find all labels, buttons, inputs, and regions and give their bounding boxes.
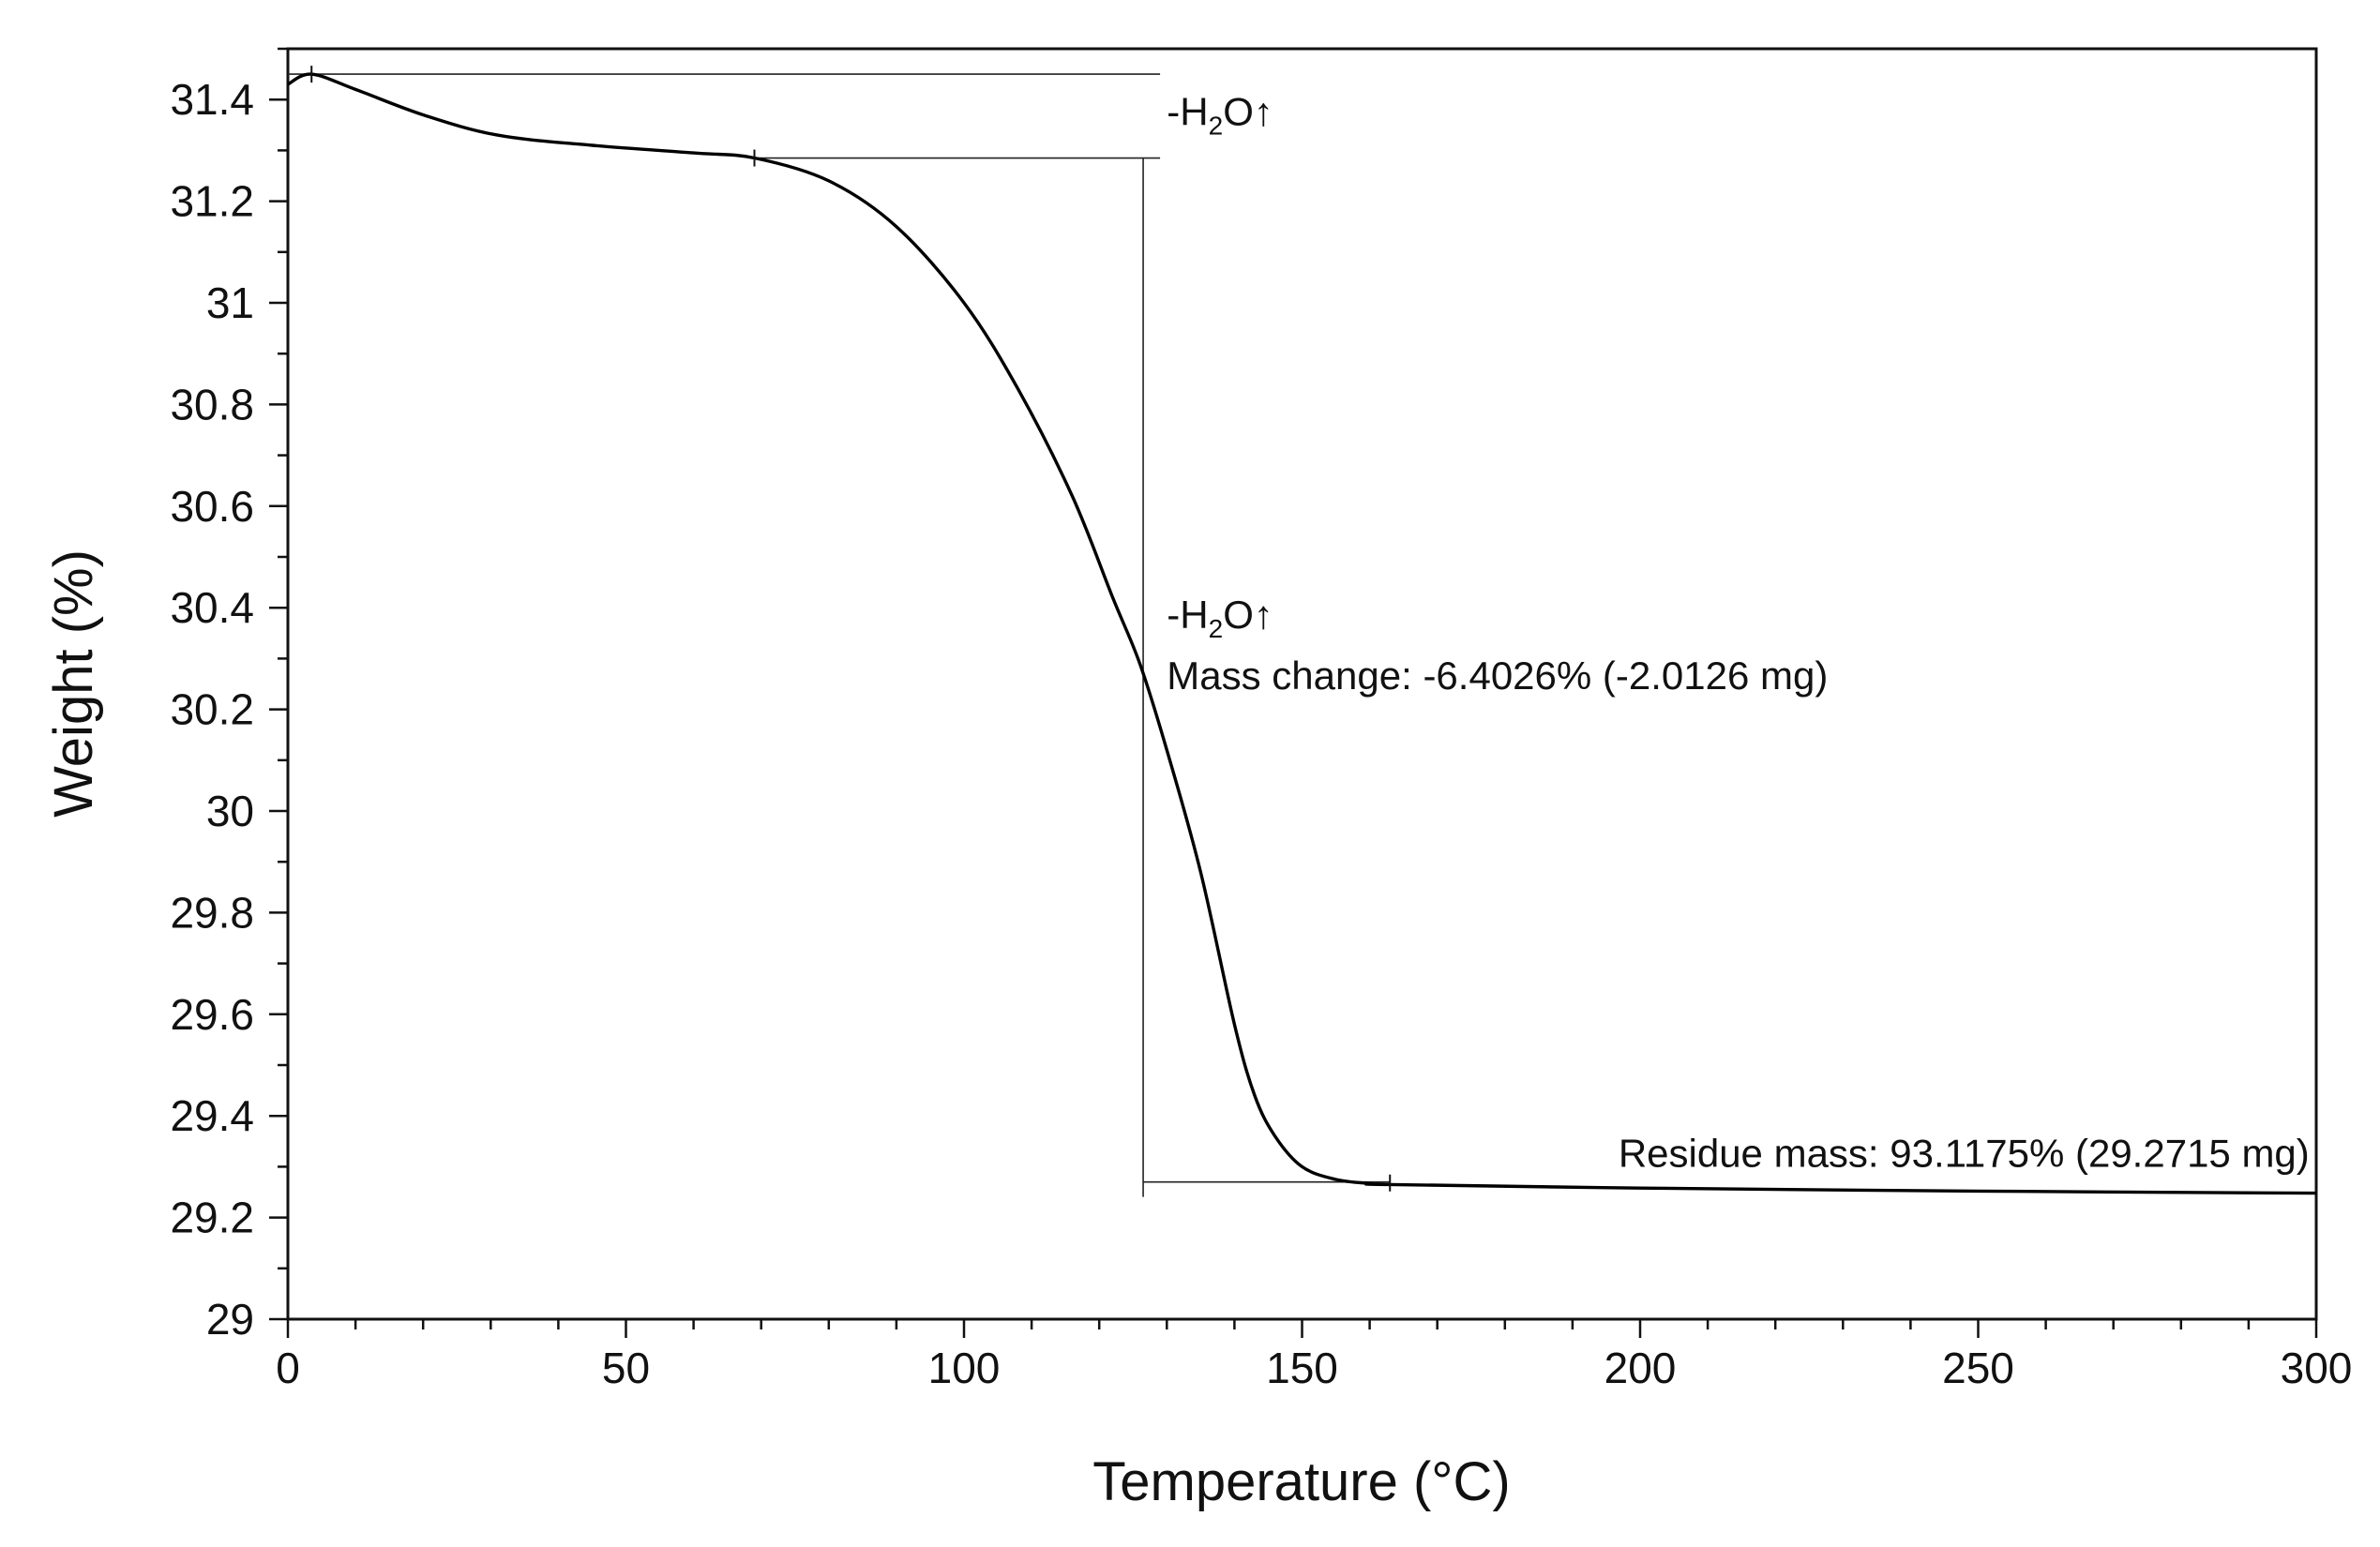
x-tick-label: 300: [2281, 1344, 2353, 1392]
y-tick-label: 31.4: [170, 75, 254, 124]
annotation-h2o-loss-2-suffix: O↑: [1223, 593, 1273, 637]
y-axis-ticks: [269, 47, 288, 1321]
y-tick-label: 30.4: [170, 583, 254, 632]
annotation-h2o-loss-2: -H2O↑: [1167, 593, 1273, 643]
y-tick-label: 29.8: [170, 888, 254, 937]
x-tick-label: 250: [1942, 1344, 2014, 1392]
y-tick-label: 31: [206, 278, 254, 327]
annotation-h2o-loss-1-subscript: 2: [1209, 111, 1224, 140]
y-tick-label: 30.8: [170, 380, 254, 428]
annotation-h2o-loss-1-prefix: -H: [1167, 89, 1208, 133]
y-axis-tick-labels: 29 29.2 29.4 29.6 29.8 30 30.2 30.4 30.6 30.8 31 31…: [170, 75, 254, 1344]
y-tick-label: 30.6: [170, 482, 254, 531]
annotation-mass-change: Mass change: -6.4026% (-2.0126 mg): [1167, 653, 1828, 698]
x-tick-label: 200: [1604, 1344, 1677, 1392]
y-tick-label: 29.6: [170, 990, 254, 1039]
x-axis-title: Temperature (°C): [1092, 1451, 1510, 1512]
y-tick-label: 30.2: [170, 685, 254, 734]
x-tick-label: 0: [276, 1344, 300, 1392]
x-tick-label: 50: [602, 1344, 650, 1392]
annotation-h2o-loss-2-subscript: 2: [1209, 614, 1224, 643]
x-tick-label: 100: [928, 1344, 1001, 1392]
annotation-h2o-loss-1: -H2O↑: [1167, 89, 1273, 140]
annotation-h2o-loss-1-suffix: O↑: [1223, 89, 1273, 133]
x-axis-tick-labels: 0 50 100 150 200 250 300: [276, 1344, 2352, 1392]
curve-markers: [310, 66, 1392, 1192]
y-tick-label: 30: [206, 787, 254, 835]
annotation-residue-mass: Residue mass: 93.1175% (29.2715 mg): [1619, 1131, 2310, 1175]
y-tick-label: 29.2: [170, 1194, 254, 1242]
x-axis-ticks: [286, 1319, 2318, 1338]
y-axis-title: Weight (%): [43, 549, 104, 818]
y-tick-label: 31.2: [170, 177, 254, 226]
annotation-h2o-loss-2-prefix: -H: [1167, 593, 1208, 637]
series-line-tga-weight: [287, 72, 2317, 1195]
y-tick-label: 29: [206, 1295, 254, 1344]
x-tick-label: 150: [1266, 1344, 1338, 1392]
y-tick-label: 29.4: [170, 1091, 254, 1140]
